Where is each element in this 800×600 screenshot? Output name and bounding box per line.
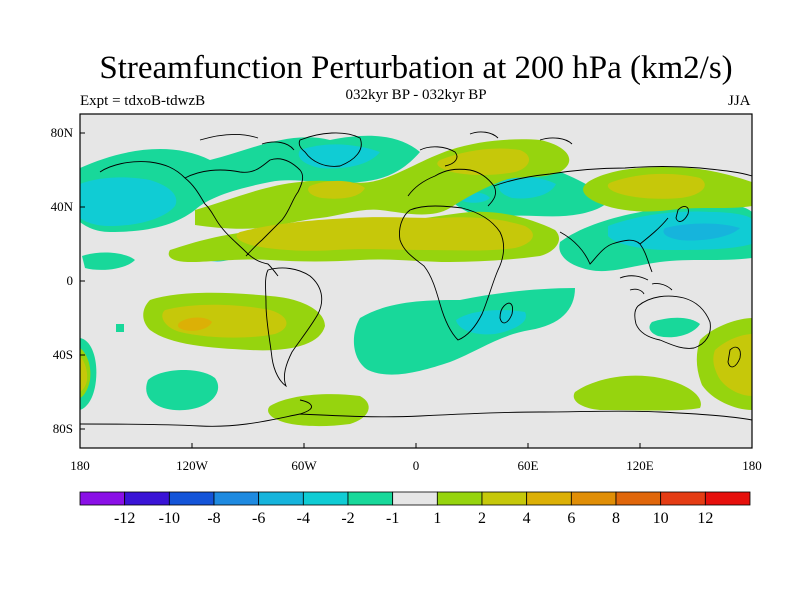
y-tick-label: 80N: [51, 125, 74, 140]
x-tick-label: 180: [70, 458, 90, 473]
tick-marks: [79, 132, 753, 448]
colorbar-swatch: [526, 491, 572, 506]
colorbar-swatch: [347, 491, 394, 506]
coastline-greenland: [298, 132, 362, 167]
colorbar-label: -8: [207, 510, 220, 527]
season-label: JJA: [728, 93, 751, 109]
coastline-north-america: [99, 158, 304, 277]
contour-region: [663, 223, 740, 241]
colorbar-label: 8: [612, 510, 620, 527]
x-tick-label: 180: [742, 458, 762, 473]
x-axis-labels: 180 120W 60W 0 60E 120E 180: [70, 458, 762, 473]
contour-region: [498, 176, 556, 199]
y-tick-label: 40N: [51, 199, 74, 214]
colorbar-swatch: [392, 491, 438, 506]
colorbar-label: -2: [341, 510, 354, 527]
contour-region: [713, 334, 752, 396]
x-tick-label: 0: [413, 458, 420, 473]
contour-region: [80, 356, 88, 392]
coastline-south-america: [265, 267, 323, 388]
coastline-asia: [493, 166, 752, 273]
y-tick-label: 0: [67, 273, 74, 288]
x-tick-label: 120E: [626, 458, 654, 473]
contour-region: [116, 324, 124, 332]
coastlines: [80, 131, 752, 427]
contour-region: [308, 180, 365, 199]
contour-region: [353, 288, 575, 375]
colorbar-swatch: [302, 491, 349, 506]
coastline-europe: [407, 146, 497, 207]
colorbar-label: -6: [252, 510, 265, 527]
coastline-antarctica: [80, 399, 752, 427]
contour-region: [268, 394, 369, 427]
y-axis-labels: 80N 40N 0 40S 80S: [51, 125, 74, 436]
contour-region: [80, 177, 177, 226]
x-tick-label: 60E: [518, 458, 539, 473]
colorbar-swatch: [258, 491, 304, 506]
colorbar-swatch: [481, 491, 528, 506]
colorbar-label: -10: [159, 510, 180, 527]
colorbar-label: -12: [114, 510, 135, 527]
colorbar-swatch: [615, 491, 662, 506]
contour-region: [573, 375, 701, 411]
colorbar-label: 10: [653, 510, 669, 527]
experiment-label: Expt = tdxoB-tdwzB: [80, 93, 206, 109]
coastline-arctic-islands: [199, 131, 573, 151]
contour-region: [177, 317, 212, 331]
colorbar-label: 2: [478, 510, 486, 527]
coastline-africa: [399, 205, 505, 341]
colorbar-swatch: [213, 491, 260, 506]
colorbar-swatch: [168, 491, 215, 506]
colorbar-label: -4: [297, 510, 310, 527]
colorbar-swatch: [79, 491, 126, 506]
colorbar-swatch: [124, 491, 170, 506]
y-tick-label: 40S: [53, 347, 73, 362]
colorbar-label: 6: [567, 510, 575, 527]
contour-region: [437, 148, 530, 175]
colorbar: -12 -10 -8 -6 -4 -2 -1 1 2 4 6 8 10 12: [79, 491, 751, 527]
contour-region: [649, 317, 700, 338]
coastline-maritime: [619, 275, 673, 295]
contour-region: [236, 217, 533, 251]
colorbar-label: 12: [697, 510, 713, 527]
contour-region: [607, 173, 705, 199]
coastline-japan: [675, 206, 689, 222]
colorbar-label: 4: [523, 510, 531, 527]
x-tick-label: 120W: [176, 458, 209, 473]
colorbar-swatch: [704, 491, 751, 506]
colorbar-swatch: [436, 491, 483, 506]
colorbar-label: -1: [386, 510, 399, 527]
map-title: Streamfunction Perturbation at 200 hPa (…: [99, 50, 733, 86]
coastline-australia: [634, 295, 711, 349]
colorbar-swatch: [660, 491, 706, 506]
coastline-madagascar: [499, 302, 513, 324]
map-plot-area: [80, 114, 752, 448]
map-subtitle: 032kyr BP - 032kyr BP: [345, 87, 487, 103]
x-tick-label: 60W: [291, 458, 317, 473]
colorbar-label: 1: [433, 510, 441, 527]
y-tick-label: 80S: [53, 421, 73, 436]
contour-region: [82, 252, 135, 270]
contour-region: [146, 369, 219, 411]
coastline-new-zealand: [727, 346, 741, 368]
colorbar-swatch: [570, 491, 617, 506]
